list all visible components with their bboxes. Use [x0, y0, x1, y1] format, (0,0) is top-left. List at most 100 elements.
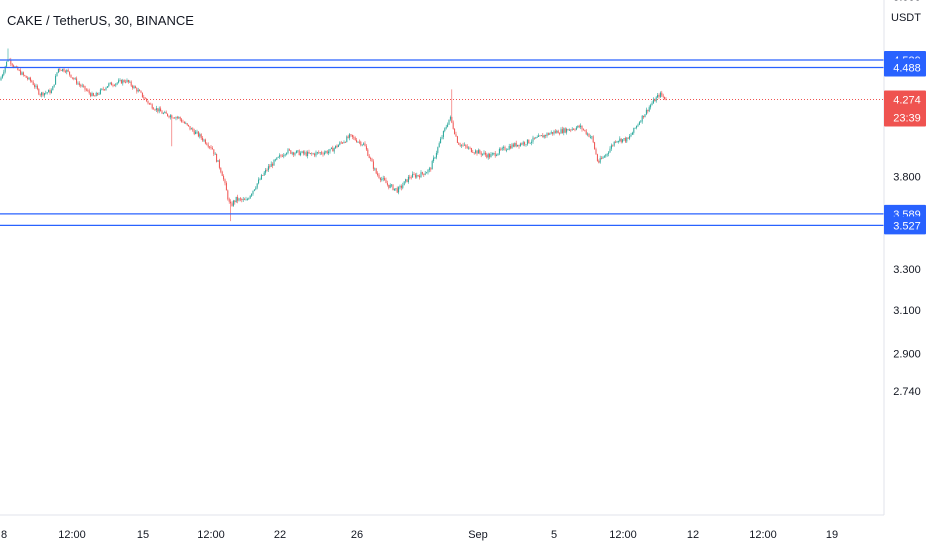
- candle: [641, 115, 643, 124]
- candle-body: [57, 68, 59, 73]
- time-axis-ticks[interactable]: 8 12:00 15 12:00 22 26 Sep 5 12:00 12 12:00 19: [1, 529, 838, 541]
- candle-body: [421, 172, 423, 174]
- candle: [265, 168, 267, 175]
- candle-body: [581, 125, 583, 130]
- candle: [549, 132, 551, 135]
- candle-body: [290, 150, 292, 154]
- candle-body: [444, 128, 446, 131]
- candle: [141, 92, 143, 98]
- candle: [368, 154, 370, 159]
- candle-body: [98, 93, 100, 95]
- candle: [431, 159, 433, 170]
- candle-body: [213, 149, 215, 155]
- candle: [622, 139, 624, 144]
- bar-countdown: 23:39: [893, 113, 921, 125]
- candle-body: [214, 154, 216, 155]
- candle-body: [640, 121, 642, 123]
- candle: [277, 156, 279, 158]
- candle-body: [472, 152, 474, 153]
- candle: [442, 130, 444, 140]
- candle: [309, 153, 311, 155]
- candle: [365, 144, 367, 151]
- candle-body: [108, 83, 110, 87]
- candle-body: [494, 153, 496, 156]
- candle: [398, 186, 400, 195]
- candle-body: [253, 189, 255, 191]
- y-tick-label: 3.100: [893, 305, 921, 317]
- candle: [496, 153, 498, 157]
- candle-body: [81, 85, 83, 87]
- candle-body: [80, 84, 82, 87]
- candle: [650, 103, 652, 110]
- candle: [228, 197, 230, 204]
- candle: [340, 140, 342, 144]
- candle: [221, 170, 223, 177]
- candle: [63, 67, 65, 73]
- candle-body: [549, 133, 551, 135]
- candle-body: [329, 149, 331, 152]
- candle-body: [367, 149, 369, 156]
- candle: [484, 151, 486, 157]
- candle: [281, 154, 283, 157]
- candle-body: [452, 122, 454, 129]
- candle: [409, 174, 411, 180]
- candle: [371, 157, 373, 162]
- price-axis-ticks[interactable]: 5.000 3.800 3.300 3.100 2.900 2.740: [893, 0, 921, 398]
- candle-body: [60, 70, 62, 71]
- candle: [465, 144, 467, 149]
- candle: [424, 171, 426, 176]
- candle: [176, 115, 178, 120]
- candle: [567, 128, 569, 131]
- candle: [24, 74, 26, 77]
- candle-body: [311, 153, 313, 154]
- candle-body: [62, 68, 64, 71]
- candle-body: [175, 117, 177, 119]
- candle: [188, 124, 190, 127]
- candle-body: [637, 124, 639, 126]
- candle: [223, 174, 225, 182]
- candle: [193, 128, 195, 136]
- candle: [645, 107, 647, 116]
- candle: [570, 129, 572, 133]
- candle-body: [41, 92, 43, 96]
- candle-body: [533, 137, 535, 139]
- candle: [300, 151, 302, 157]
- candle: [367, 148, 369, 157]
- candle-body: [603, 156, 605, 158]
- candle-body: [11, 64, 13, 66]
- candle-body: [249, 195, 251, 199]
- candle: [28, 76, 30, 80]
- candle: [249, 195, 251, 199]
- candle-body: [55, 76, 57, 85]
- candle-body: [578, 125, 580, 128]
- candle: [129, 80, 131, 83]
- horizontal-levels[interactable]: [0, 59, 884, 227]
- candle-body: [130, 81, 132, 86]
- candle: [126, 78, 128, 83]
- candle: [568, 128, 570, 131]
- candle-body: [402, 185, 404, 188]
- candle-body: [286, 153, 288, 155]
- candle: [211, 146, 213, 150]
- candle-body: [545, 135, 547, 136]
- candle-body: [326, 151, 328, 154]
- candle: [98, 92, 100, 96]
- candle-body: [476, 150, 478, 154]
- candle-body: [466, 146, 468, 149]
- candle: [329, 148, 331, 154]
- candle: [67, 68, 69, 73]
- candle: [437, 146, 439, 155]
- candle-body: [174, 117, 176, 119]
- x-tick-label: 26: [351, 529, 363, 541]
- candle-body: [157, 108, 159, 112]
- candle-body: [417, 175, 419, 176]
- candle-body: [358, 141, 360, 143]
- candle: [161, 110, 163, 114]
- last-price-label: 4.274: [893, 95, 921, 107]
- candle: [262, 175, 264, 176]
- candle: [328, 149, 330, 156]
- candle-body: [190, 128, 192, 130]
- candle-body: [526, 139, 528, 145]
- candle: [598, 159, 600, 164]
